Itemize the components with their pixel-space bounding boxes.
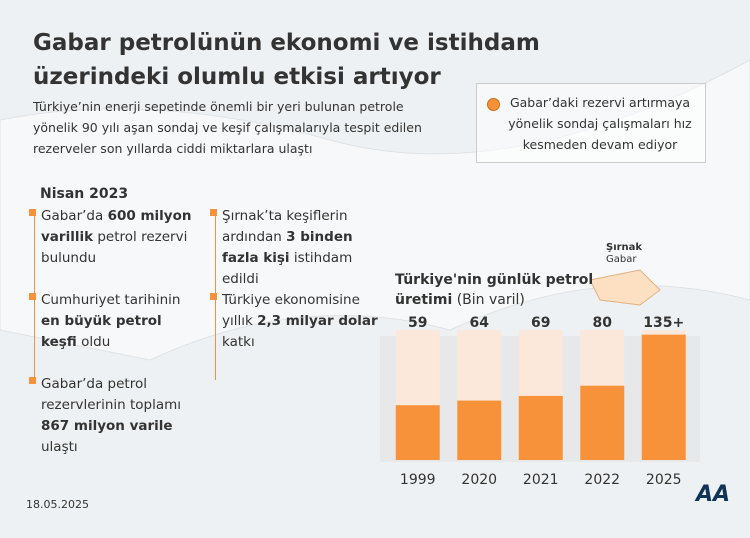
bullet-text: istihdam edildi bbox=[222, 250, 353, 287]
x-tick-label: 2020 bbox=[461, 472, 497, 488]
date-heading: Nisan 2023 bbox=[40, 186, 129, 202]
bullet-text: 3 binden fazla kişi bbox=[222, 229, 353, 266]
bullet: Türkiye ekonomisine yıllık 2,3 milyar do… bbox=[210, 290, 382, 353]
x-tick-label: 2022 bbox=[584, 472, 620, 488]
logo: AA bbox=[696, 482, 731, 507]
bullet-text: 2,3 milyar dolar bbox=[257, 313, 378, 329]
x-tick-label: 2021 bbox=[523, 472, 559, 488]
bar bbox=[395, 405, 440, 460]
bullet: Cumhuriyet tarihinin en büyük petrol keş… bbox=[29, 290, 201, 353]
bullet-text: Türkiye ekonomisine yıllık bbox=[222, 292, 360, 329]
x-tick-label: 1999 bbox=[400, 472, 436, 488]
bullet: Şırnak’ta keşiflerin ardından 3 binden f… bbox=[210, 206, 382, 290]
bullet-text: en büyük petrol keşfi bbox=[41, 313, 162, 350]
title: Gabar petrolünün ekonomi ve istihdam üze… bbox=[33, 30, 540, 90]
bullet-text: 600 milyon varillik bbox=[41, 208, 192, 245]
map-label: Gabar bbox=[606, 254, 637, 265]
bullet-text: Gabar’da bbox=[41, 208, 108, 224]
chart-title: Türkiye'nin günlük petrol üretimi (Bin v… bbox=[395, 270, 595, 310]
chart: 59 1999 64 2020 69 2021 80 2022 135+ 2025 bbox=[380, 315, 700, 488]
map-label: Şırnak bbox=[606, 242, 643, 253]
bullet-text: petrol rezervi bulundu bbox=[41, 229, 188, 266]
bar bbox=[518, 395, 563, 460]
value-label: 80 bbox=[593, 315, 613, 331]
bar bbox=[457, 400, 502, 460]
note: Gabar’daki rezervi artırmaya yönelik son… bbox=[476, 83, 706, 163]
bullet: Gabar’da petrol rezervlerinin toplamı 86… bbox=[29, 374, 201, 458]
bullet-text: ulaştı bbox=[41, 439, 78, 455]
bullet-text: oldu bbox=[76, 334, 111, 350]
value-label: 59 bbox=[408, 315, 427, 331]
bullet: Gabar’da 600 milyon varillik petrol reze… bbox=[29, 206, 201, 269]
date: 18.05.2025 bbox=[26, 498, 89, 511]
value-label: 135+ bbox=[643, 315, 684, 331]
bullet-text: Şırnak’ta keşiflerin ardından bbox=[222, 208, 348, 245]
x-tick-label: 2025 bbox=[646, 472, 682, 488]
chart-title-text: Türkiye'nin günlük petrol üretimi bbox=[395, 272, 594, 308]
chart-unit: (Bin varil) bbox=[456, 292, 525, 308]
bar bbox=[641, 334, 686, 460]
bullet-text: Cumhuriyet tarihinin bbox=[41, 292, 181, 308]
value-label: 69 bbox=[531, 315, 550, 331]
bar bbox=[580, 385, 625, 460]
value-label: 64 bbox=[470, 315, 490, 331]
bullet-text: katkı bbox=[222, 334, 255, 350]
bullet-text: Gabar’da petrol rezervlerinin toplamı bbox=[41, 376, 182, 413]
subtitle: Türkiye’nin enerji sepetinde önemli bir … bbox=[33, 99, 422, 156]
bullet-text: 867 milyon varile bbox=[41, 418, 173, 434]
